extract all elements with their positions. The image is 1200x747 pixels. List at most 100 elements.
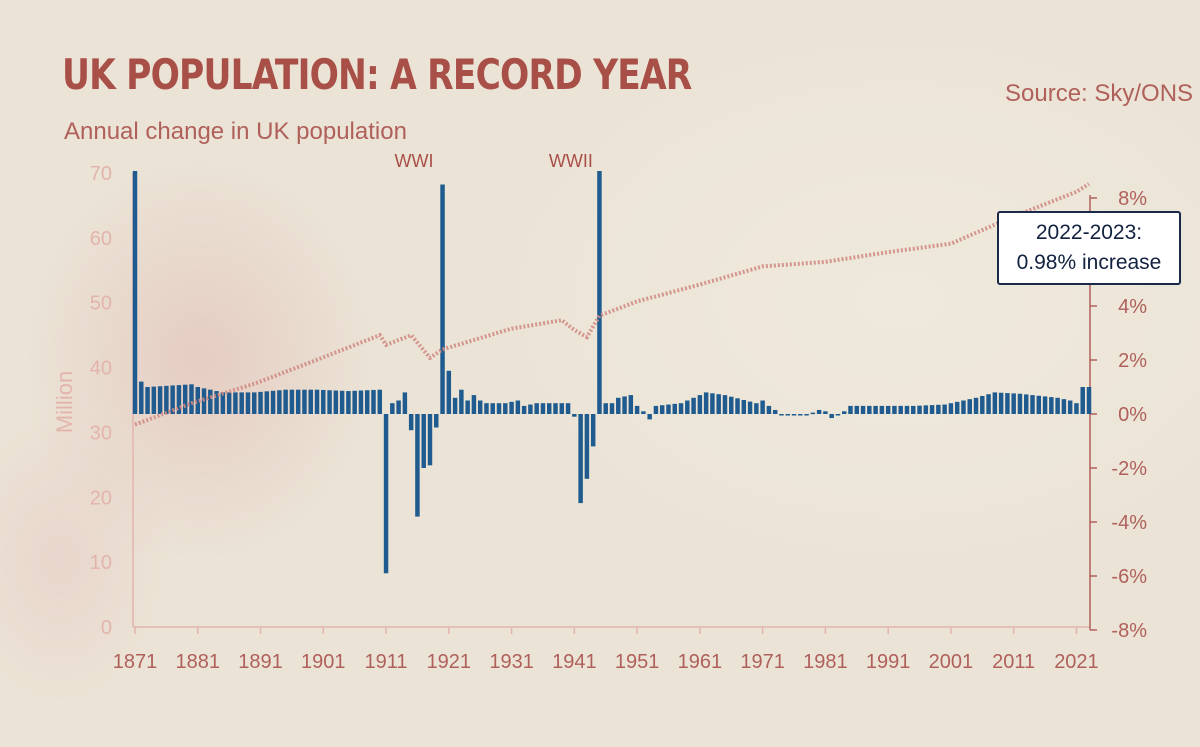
bar-1993 [898,405,903,414]
bar-1906 [352,390,357,414]
bar-1949 [622,396,627,414]
bar-1926 [477,400,483,414]
x-tick-label: 2011 [992,651,1035,673]
bar-2022 [1080,387,1085,414]
bar-1902 [327,390,332,414]
bar-1948 [616,397,621,414]
x-tick-label: 1931 [489,651,534,673]
bar-1881 [195,387,201,414]
bar-1936 [540,403,546,414]
left-tick-label: 50 [90,293,112,315]
bar-1890 [252,392,257,414]
bar-1995 [911,405,916,414]
bar-1976 [791,414,797,416]
x-tick-label: 1941 [552,651,597,673]
bar-2010 [1005,393,1010,414]
bar-1951 [634,405,640,414]
bar-1927 [484,403,489,414]
bar-2006 [980,396,985,414]
bar-2018 [1055,397,1060,414]
bar-1874 [151,386,157,414]
bar-1873 [145,387,150,414]
bar-1872 [139,381,144,414]
annotation-wwii: WWII [549,151,593,171]
bar-2008 [992,392,998,414]
bar-1974 [779,414,784,416]
bar-1973 [772,409,778,414]
bar-1989 [873,405,878,414]
bar-2012 [1017,393,1023,414]
bar-1940 [565,403,571,414]
bar-1968 [741,399,747,414]
bar-2002 [954,401,960,414]
left-tick-label: 0 [101,617,112,639]
bar-1903 [333,390,339,414]
annotation-wwi: WWI [394,151,433,171]
bar-1879 [182,384,188,414]
x-tick-label: 1871 [113,651,158,673]
callout-line-2: 0.98% increase [1016,251,1162,274]
bar-1952 [641,411,646,414]
bar-1967 [735,398,740,414]
bar-1935 [534,403,539,414]
left-tick-label: 70 [90,163,112,185]
x-tick-label: 1951 [615,651,660,673]
x-tick-label: 1881 [176,651,221,673]
bar-2014 [1030,395,1035,414]
bar-1988 [867,405,872,414]
right-tick-label: 2% [1118,350,1147,372]
callout-box: 2022-2023: 0.98% increase [997,211,1181,285]
bar-1876 [164,385,169,414]
x-tick-label: 1971 [740,651,785,673]
bar-1969 [747,401,753,414]
bar-1871 [132,171,138,414]
bar-1990 [879,405,885,414]
bar-1916 [415,414,420,517]
left-tick-label: 40 [90,358,112,380]
x-tick-label: 1901 [301,651,346,673]
right-tick-label: -2% [1111,458,1147,480]
bar-1923 [459,389,464,414]
bar-2015 [1036,395,1042,414]
bar-1911 [383,414,389,574]
bar-1893 [270,390,276,414]
bar-1987 [860,405,866,414]
bar-2004 [967,399,972,414]
bar-1878 [176,385,182,414]
bar-1983 [835,414,841,416]
bar-1908 [364,390,370,414]
bar-1930 [503,403,508,414]
bar-2023 [1086,387,1092,414]
bar-1885 [220,392,226,414]
bar-2013 [1023,394,1029,414]
bar-1922 [452,397,458,414]
bar-1943 [584,414,590,479]
bar-1912 [390,403,395,414]
bar-1938 [553,403,558,414]
source-label: Source: Sky/ONS [1005,80,1194,107]
bar-1953 [647,414,652,420]
bar-1933 [521,405,527,414]
bar-2021 [1074,403,1079,414]
bar-1961 [697,395,703,414]
bar-1889 [245,392,251,414]
bar-1919 [434,414,439,428]
bar-2017 [1049,397,1054,414]
bar-1932 [515,400,521,414]
bar-1915 [408,414,414,431]
bar-1924 [465,400,470,414]
bar-1937 [546,403,552,414]
population-line [134,182,1091,427]
bar-1966 [729,396,734,414]
bar-1888 [239,392,244,414]
bar-1975 [785,414,790,416]
bar-1939 [559,403,565,414]
bar-1972 [766,405,772,414]
bar-1905 [346,391,351,414]
bar-1877 [170,385,175,414]
bar-2019 [1061,399,1067,414]
bar-1963 [710,393,715,414]
bar-1899 [308,389,313,414]
bar-1971 [760,400,765,414]
